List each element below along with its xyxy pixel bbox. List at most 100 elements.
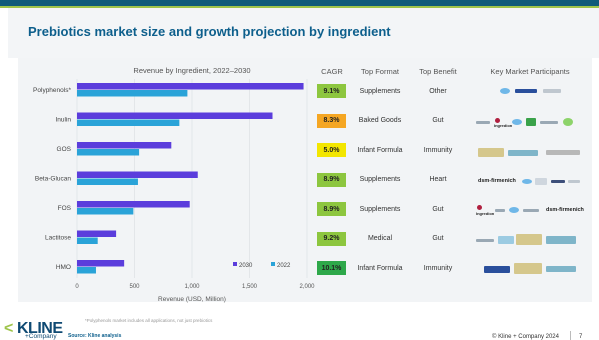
title-band	[8, 8, 599, 58]
bar-2030	[77, 112, 273, 119]
cagr-cell: 8.3%	[317, 113, 346, 128]
participant-name-dsm: dsm-firmenich	[478, 178, 516, 184]
copyright: © Kline + Company 2024	[492, 334, 559, 340]
x-tick-label: 2,000	[299, 284, 315, 290]
legend-swatch	[233, 262, 237, 266]
category-label: HMO	[56, 264, 71, 271]
top-benefit-cell: Immunity	[423, 146, 453, 154]
cagr-cell: 10.1%	[317, 261, 346, 275]
x-tick-label: 1,500	[242, 284, 258, 290]
participant-logo	[563, 118, 573, 126]
bar-2022	[77, 208, 134, 215]
category-label: Inulin	[55, 117, 71, 124]
participant-logo	[543, 89, 561, 93]
participant-name-ingredion: Ingredion	[494, 123, 513, 128]
page-separator	[570, 331, 571, 340]
bar-2030	[77, 171, 198, 178]
top-format-cell: Infant Formula	[357, 146, 403, 154]
cagr-cell: 8.9%	[317, 172, 346, 187]
participant-name-dsm-2: dsm-firmenich	[546, 207, 584, 213]
top-format-cell: Supplements	[359, 205, 401, 213]
participant-logo	[495, 118, 500, 123]
footnote: *Polyphenols market includes all applica…	[85, 318, 213, 323]
category-label: Polyphenols*	[33, 87, 71, 94]
x-tick-label: 0	[75, 284, 79, 290]
category-label: GOS	[57, 146, 72, 153]
header-top-benefit: Top Benefit	[419, 67, 457, 76]
top-benefit-cell: Other	[429, 87, 447, 95]
participant-logo	[535, 178, 547, 185]
participant-logo	[546, 236, 576, 244]
participant-logo	[551, 180, 565, 183]
participant-logo	[540, 121, 558, 124]
page-number: 7	[579, 334, 583, 340]
legend-label: 2030	[239, 263, 253, 269]
category-label: Lactitose	[45, 235, 71, 242]
bar-2022	[77, 90, 188, 97]
chart-title: Revenue by Ingredient, 2022–2030	[133, 66, 250, 75]
top-format-cell: Medical	[367, 235, 393, 242]
legend-swatch	[271, 262, 275, 266]
bar-2030	[77, 83, 304, 90]
brand-logo: KLINE	[17, 320, 63, 337]
top-format-cell: Supplements	[359, 176, 401, 183]
top-benefit-cell: Gut	[432, 117, 444, 124]
participant-logo	[568, 180, 580, 183]
header-key-participants: Key Market Participants	[490, 67, 570, 76]
participant-logo	[476, 121, 490, 124]
participant-logo	[522, 179, 532, 184]
participant-logo	[495, 209, 505, 212]
category-label: FOS	[58, 205, 72, 212]
participant-logo	[546, 266, 576, 272]
top-bar	[0, 0, 599, 6]
slide-title: Prebiotics market size and growth projec…	[28, 24, 391, 39]
participant-logo	[516, 234, 542, 245]
participant-logo	[523, 209, 539, 212]
x-tick-label: 1,000	[184, 284, 200, 290]
bar-2022	[77, 149, 140, 156]
bar-2022	[77, 178, 138, 185]
participant-logo	[500, 88, 510, 94]
x-axis-title: Revenue (USD, Million)	[158, 296, 226, 303]
top-format-cell: Infant Formula	[357, 264, 403, 272]
participant-logo	[478, 148, 504, 157]
source-note: Source: Kline analysis	[68, 333, 122, 339]
revenue-chart: Revenue by Ingredient, 2022–2030 0 500 1,00…	[33, 66, 315, 303]
header-top-format: Top Format	[361, 67, 399, 76]
top-benefit-cell: Gut	[432, 235, 444, 242]
category-label: Beta-Glucan	[35, 176, 72, 183]
bar-2030	[77, 201, 190, 208]
cagr-cell: 9.2%	[317, 231, 346, 246]
bar-2022	[77, 119, 180, 126]
legend-label: 2022	[277, 263, 291, 269]
bar-2030	[77, 230, 117, 237]
participant-logo	[484, 266, 510, 273]
cagr-cell: 8.9%	[317, 202, 346, 216]
header-cagr: CAGR	[321, 67, 343, 76]
bar-2030	[77, 260, 125, 267]
cagr-cell: 9.1%	[317, 84, 346, 98]
cagr-cell: 5.0%	[317, 143, 346, 157]
top-benefit-cell: Gut	[432, 205, 444, 213]
top-bar-accent	[0, 6, 599, 8]
top-format-cell: Baked Goods	[358, 117, 402, 124]
participant-logo	[515, 89, 537, 93]
participant-logo	[508, 150, 538, 156]
participant-logo	[476, 239, 494, 242]
top-benefit-cell: Immunity	[423, 264, 453, 272]
bar-2030	[77, 142, 172, 149]
participant-logo	[514, 263, 542, 274]
participant-logo	[509, 207, 519, 213]
top-format-cell: Supplements	[359, 87, 401, 95]
bar-2022	[77, 267, 96, 274]
participant-logo	[526, 118, 536, 126]
top-benefit-cell: Heart	[429, 176, 447, 183]
participant-logo	[546, 150, 580, 155]
brand-chevron-icon: <	[4, 320, 14, 337]
participant-name-ingredion-2: Ingredion	[476, 211, 495, 216]
x-tick-label: 500	[129, 284, 140, 290]
bar-2022	[77, 237, 98, 244]
participant-logo	[477, 205, 482, 210]
participant-logo	[512, 119, 522, 125]
participant-logo	[498, 236, 514, 244]
